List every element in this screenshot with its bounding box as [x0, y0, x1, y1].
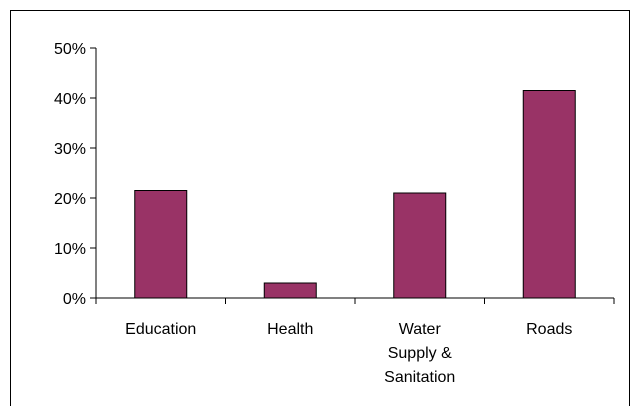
x-tick-label: Roads	[526, 321, 572, 338]
y-tick-label: 50%	[54, 41, 86, 58]
y-tick-label: 10%	[54, 241, 86, 258]
y-tick-label: 40%	[54, 91, 86, 108]
plot-area: 0% 10% 20% 30% 40% 50% Education Health Water Sup…	[54, 41, 615, 386]
y-tick-label: 30%	[54, 141, 86, 158]
x-tick-label: Water Supply & Sanitation	[384, 321, 455, 386]
x-tick-label: Education	[125, 321, 196, 338]
x-tick-label: Health	[267, 321, 313, 338]
bar-roads	[522, 90, 576, 299]
y-tick-label: 20%	[54, 191, 86, 208]
bar-water-supply-sanitation	[393, 192, 447, 299]
bar-education	[134, 190, 188, 299]
y-tick-label: 0%	[63, 291, 86, 308]
bar-health	[263, 282, 317, 299]
